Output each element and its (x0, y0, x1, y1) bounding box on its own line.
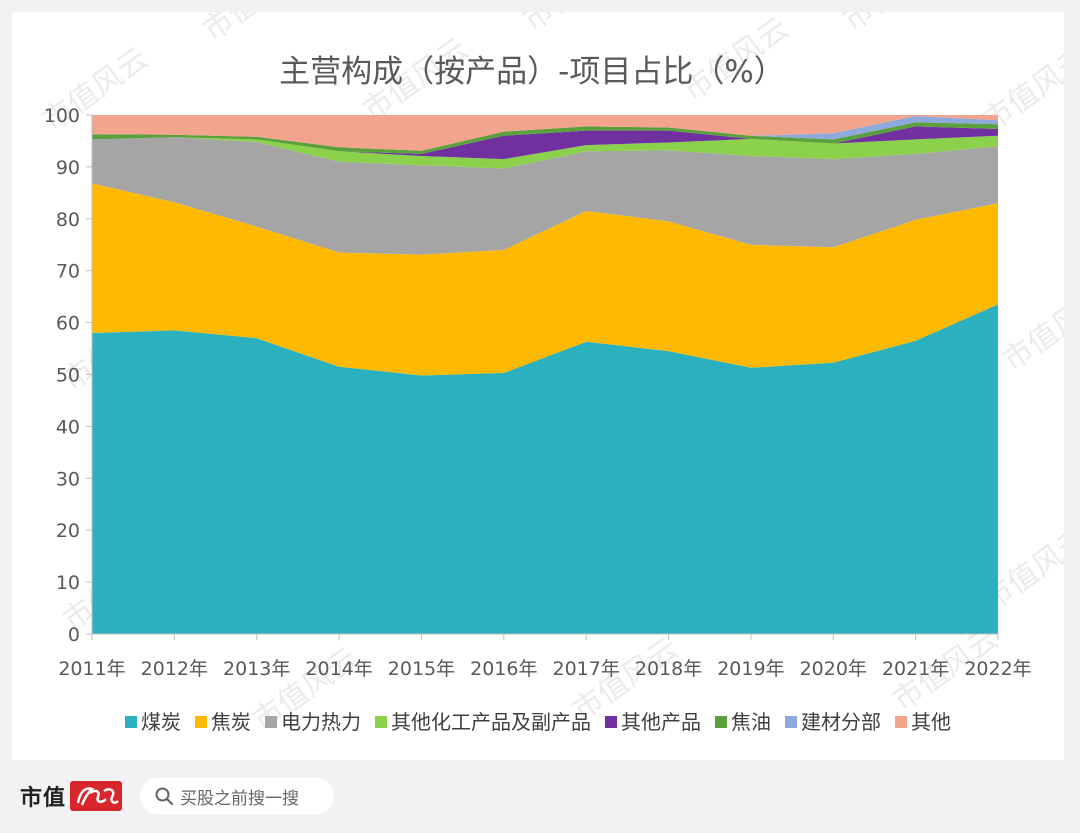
x-tick-label: 2014年 (305, 658, 372, 680)
watermark-text: 市值风云 (837, 12, 955, 39)
legend-label: 其他化工产品及副产品 (391, 710, 591, 734)
search-input[interactable]: 买股之前搜一搜 (140, 778, 334, 814)
x-tick-label: 2013年 (223, 658, 290, 680)
watermark-text: 市值风云 (197, 12, 315, 49)
brand-text: 市值 (20, 785, 67, 811)
watermark-text: 市值风云 (997, 281, 1064, 378)
y-tick-label: 50 (56, 365, 80, 387)
magnifier-icon (155, 787, 174, 806)
stacked-area-chart: 市值风云市值风云市值风云市值风云市值风云市值风云市值风云市值风云市值风云市值风云… (37, 12, 1064, 739)
chart-title: 主营构成（按产品）-项目占比（%） (279, 54, 785, 90)
legend-swatch (895, 716, 907, 728)
fengyun-seal-icon (70, 781, 123, 811)
x-tick-label: 2022年 (964, 658, 1031, 680)
legend-swatch (195, 716, 207, 728)
legend-item-3: 其他化工产品及副产品 (375, 710, 591, 734)
legend-item-0: 煤炭 (125, 710, 181, 734)
area-series-3 (92, 135, 998, 169)
legend-item-1: 焦炭 (195, 710, 251, 734)
legend-swatch (785, 716, 797, 728)
y-tick-label: 30 (56, 468, 80, 490)
area-series-5 (92, 122, 998, 154)
search-placeholder: 买股之前搜一搜 (180, 788, 299, 809)
x-tick-label: 2017年 (553, 658, 620, 680)
area-series-1 (92, 183, 998, 376)
x-tick-label: 2019年 (717, 658, 784, 680)
x-tick-label: 2012年 (141, 658, 208, 680)
area-series-0 (92, 304, 998, 634)
y-tick-label: 60 (56, 313, 80, 335)
x-tick-label: 2020年 (800, 658, 867, 680)
legend-swatch (125, 716, 137, 728)
legend-item-2: 电力热力 (265, 710, 361, 734)
y-tick-label: 90 (56, 157, 80, 179)
legend-label: 焦油 (731, 710, 771, 734)
area-series-6 (92, 116, 998, 151)
legend-swatch (375, 716, 387, 728)
area-series-group (92, 115, 998, 634)
legend-label: 建材分部 (801, 710, 881, 734)
legend: 煤炭 焦炭 电力热力 其他化工产品及副产品 其他产品 焦油 建材分部 其他 (125, 710, 951, 734)
x-tick-label: 2016年 (470, 658, 537, 680)
y-tick-label: 70 (56, 261, 80, 283)
y-tick-label: 80 (56, 209, 80, 231)
legend-label: 焦炭 (211, 710, 251, 734)
legend-swatch (605, 716, 617, 728)
legend-swatch (265, 716, 277, 728)
y-tick-label: 20 (56, 520, 80, 542)
chart-card: 市值风云市值风云市值风云市值风云市值风云市值风云市值风云市值风云市值风云市值风云… (12, 12, 1064, 760)
legend-item-4: 其他产品 (605, 710, 701, 734)
y-tick-label: 10 (56, 572, 80, 594)
y-tick-label: 100 (44, 105, 80, 127)
legend-item-6: 建材分部 (785, 710, 881, 734)
legend-item-7: 其他 (895, 710, 951, 734)
area-series-2 (92, 137, 998, 255)
legend-item-5: 焦油 (715, 710, 771, 734)
legend-label: 其他 (911, 710, 951, 734)
x-tick-label: 2021年 (882, 658, 949, 680)
area-series-4 (92, 126, 998, 160)
axes: 0 10 20 30 40 50 60 70 80 90 100 2011年 2012年 2013年 201… (44, 105, 1032, 680)
legend-label: 电力热力 (281, 710, 361, 734)
legend-swatch (715, 716, 727, 728)
x-tick-label: 2015年 (388, 658, 455, 680)
y-tick-label: 40 (56, 416, 80, 438)
legend-label: 煤炭 (141, 710, 181, 734)
y-tick-label: 0 (68, 624, 80, 646)
x-tick-label: 2018年 (635, 658, 702, 680)
footer-bar: 市值 买股之前搜一搜 (0, 760, 1080, 833)
legend-label: 其他产品 (621, 710, 701, 734)
brand-logo[interactable]: 市值 (20, 778, 123, 814)
watermark-text: 市值风云 (517, 12, 635, 39)
x-tick-label: 2011年 (58, 658, 125, 680)
area-series-7 (92, 115, 998, 151)
